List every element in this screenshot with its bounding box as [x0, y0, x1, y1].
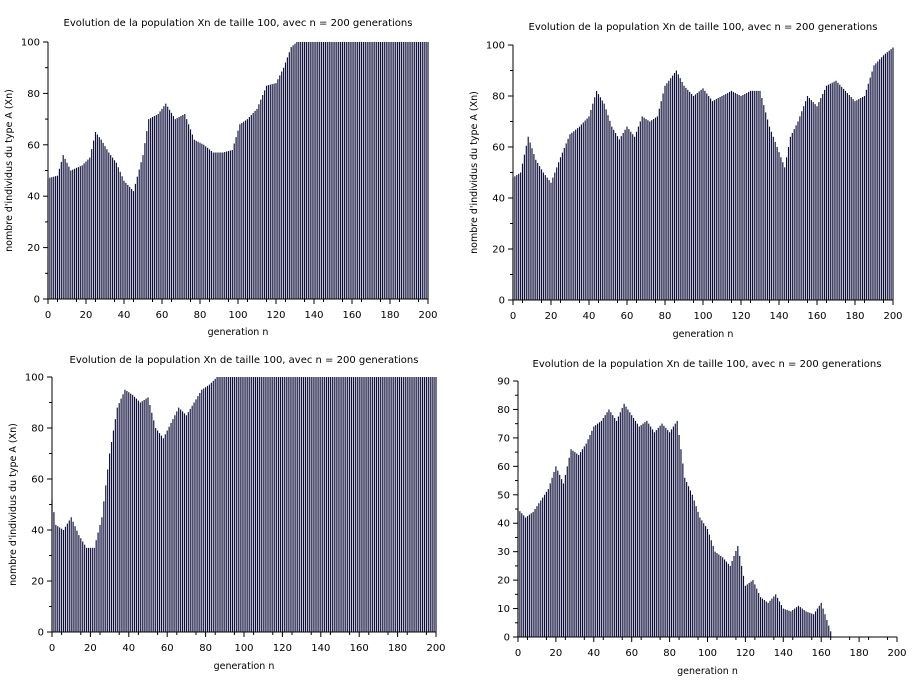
x-axis-label: generation n: [214, 661, 275, 672]
chart-title: Evolution de la population Xn de taille …: [64, 18, 413, 29]
y-tick-label: 40: [31, 526, 44, 537]
x-tick-label: 80: [659, 311, 672, 322]
y-tick-label: 60: [497, 462, 510, 473]
y-tick-label: 20: [497, 576, 510, 587]
chart-panel-1: Evolution de la population Xn de taille …: [4, 18, 438, 338]
x-tick-label: 60: [161, 643, 174, 654]
y-tick-label: 0: [499, 296, 505, 307]
x-tick-label: 140: [774, 648, 793, 659]
x-tick-label: 180: [380, 310, 399, 321]
y-tick-label: 40: [492, 194, 505, 205]
x-tick-label: 0: [45, 310, 51, 321]
x-tick-label: 100: [693, 311, 712, 322]
y-tick-label: 70: [497, 433, 510, 444]
y-tick-label: 40: [27, 192, 40, 203]
x-tick-label: 200: [887, 648, 906, 659]
x-tick-label: 80: [663, 648, 676, 659]
x-tick-label: 100: [228, 310, 247, 321]
x-tick-label: 0: [49, 643, 55, 654]
y-axis-label: nombre d'individus du type A (Xn): [4, 89, 15, 252]
chart-title: Evolution de la population Xn de taille …: [529, 22, 878, 33]
x-tick-label: 120: [731, 311, 750, 322]
bars: [51, 377, 437, 632]
x-axis-label: generation n: [677, 666, 738, 677]
x-axis-label: generation n: [673, 329, 734, 340]
y-tick-label: 20: [31, 577, 44, 588]
y-tick-label: 30: [497, 547, 510, 558]
y-tick-label: 80: [492, 92, 505, 103]
x-tick-label: 80: [194, 310, 207, 321]
x-tick-label: 40: [587, 648, 600, 659]
x-tick-label: 60: [621, 311, 634, 322]
x-tick-label: 40: [118, 310, 131, 321]
x-tick-label: 200: [883, 311, 902, 322]
x-tick-label: 160: [342, 310, 361, 321]
x-tick-label: 20: [80, 310, 93, 321]
x-tick-label: 160: [807, 311, 826, 322]
y-axis-label: nombre d'individus du type A (Xn): [8, 423, 19, 586]
x-tick-label: 120: [266, 310, 285, 321]
x-tick-label: 100: [698, 648, 717, 659]
chart-panel-4: Evolution de la population Xn de taille …: [497, 359, 906, 677]
y-tick-label: 100: [25, 373, 44, 384]
x-tick-label: 0: [510, 311, 516, 322]
y-tick-label: 60: [27, 140, 40, 151]
chart-panel-3: Evolution de la population Xn de taille …: [8, 355, 446, 672]
x-tick-label: 60: [625, 648, 638, 659]
x-tick-label: 120: [736, 648, 755, 659]
y-tick-label: 0: [38, 628, 44, 639]
x-tick-label: 100: [234, 643, 253, 654]
chart-title: Evolution de la population Xn de taille …: [533, 359, 882, 370]
x-tick-label: 160: [350, 643, 369, 654]
x-tick-label: 80: [199, 643, 212, 654]
y-tick-label: 100: [486, 41, 505, 52]
x-tick-label: 160: [812, 648, 831, 659]
chart-panel-2: Evolution de la population Xn de taille …: [469, 22, 903, 340]
y-tick-label: 80: [31, 424, 44, 435]
y-tick-label: 0: [34, 295, 40, 306]
x-tick-label: 200: [418, 310, 437, 321]
bars: [517, 403, 832, 637]
y-tick-label: 60: [492, 143, 505, 154]
y-tick-label: 20: [492, 245, 505, 256]
y-tick-label: 90: [497, 377, 510, 388]
y-tick-label: 100: [21, 38, 40, 49]
x-tick-label: 180: [850, 648, 869, 659]
x-tick-label: 40: [122, 643, 135, 654]
x-axis-label: generation n: [208, 327, 269, 338]
bars: [512, 47, 894, 300]
x-tick-label: 140: [304, 310, 323, 321]
y-tick-label: 0: [504, 633, 510, 644]
chart-title: Evolution de la population Xn de taille …: [70, 355, 419, 366]
x-tick-label: 40: [583, 311, 596, 322]
x-tick-label: 20: [84, 643, 97, 654]
y-tick-label: 80: [497, 405, 510, 416]
y-tick-label: 20: [27, 243, 40, 254]
y-tick-label: 80: [27, 89, 40, 100]
x-tick-label: 200: [426, 643, 445, 654]
x-tick-label: 140: [769, 311, 788, 322]
y-tick-label: 60: [31, 475, 44, 486]
y-tick-label: 10: [497, 604, 510, 615]
x-tick-label: 140: [311, 643, 330, 654]
x-tick-label: 0: [515, 648, 521, 659]
y-tick-label: 50: [497, 490, 510, 501]
x-tick-label: 20: [550, 648, 563, 659]
bars: [47, 42, 429, 299]
x-tick-label: 120: [273, 643, 292, 654]
x-tick-label: 180: [388, 643, 407, 654]
y-axis-label: nombre d'individus du type A (Xn): [469, 91, 480, 254]
x-tick-label: 20: [545, 311, 558, 322]
y-tick-label: 40: [497, 519, 510, 530]
x-tick-label: 180: [845, 311, 864, 322]
x-tick-label: 60: [156, 310, 169, 321]
